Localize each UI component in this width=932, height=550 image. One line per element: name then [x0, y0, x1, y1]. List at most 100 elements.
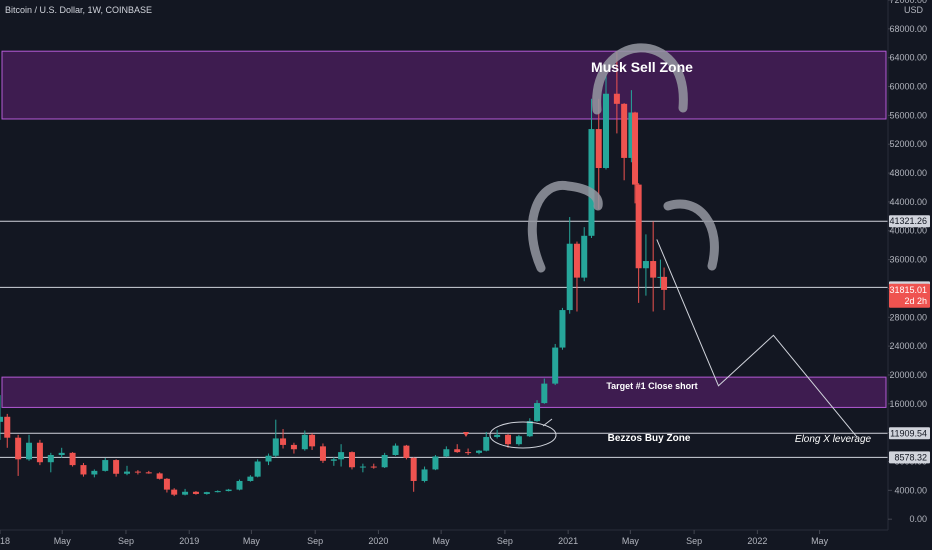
- candle-body-50: [505, 434, 512, 445]
- candle-body-4: [36, 442, 43, 463]
- candle-body-69: [650, 261, 657, 278]
- candle-body-30: [301, 434, 308, 450]
- x-tick-label-9: 2021: [558, 536, 578, 546]
- x-tick-label-10: May: [622, 536, 640, 546]
- level-tag-label-0: 41321.26: [889, 216, 927, 226]
- x-tick-label-2: Sep: [118, 536, 134, 546]
- candle-body-55: [552, 347, 559, 384]
- candle-body-22: [225, 489, 232, 492]
- x-tick-label-5: Sep: [307, 536, 323, 546]
- candle-body-43: [432, 456, 439, 470]
- candle-body-14: [145, 472, 152, 474]
- right-shoulder-arc-drawing: [663, 199, 719, 271]
- marker-triangle: [463, 432, 469, 437]
- x-tick-label-11: Sep: [686, 536, 702, 546]
- y-tick-label-6: 24000.00: [889, 341, 927, 351]
- candle-body-35: [348, 452, 355, 468]
- candle-body-58: [573, 243, 580, 278]
- candle-body-44: [443, 449, 450, 457]
- candle-body-1: [4, 416, 11, 438]
- candle-body-5: [47, 455, 54, 463]
- time-axis-panel[interactable]: [0, 530, 932, 550]
- candle-body-71: [661, 276, 668, 290]
- candle-body-47: [475, 450, 482, 453]
- candle-body-64: [621, 103, 628, 158]
- candle-body-40: [403, 445, 410, 458]
- y-tick-label-16: 64000.00: [889, 53, 927, 63]
- last-price-tag-label: 31815.01: [889, 285, 927, 295]
- candle-body-18: [182, 491, 189, 495]
- candle-body-3: [26, 442, 33, 460]
- level-tag-label-2: 11909.54: [890, 428, 927, 438]
- y-tick-label-18: 72000.00: [889, 0, 927, 5]
- candle-body-57: [566, 243, 573, 311]
- candle-body-20: [203, 492, 210, 494]
- candle-body-9: [91, 470, 98, 475]
- x-tick-label-7: May: [433, 536, 451, 546]
- x-tick-label-0: 2018: [0, 536, 10, 546]
- ellipse-tail: [542, 418, 553, 427]
- candle-body-26: [265, 455, 272, 462]
- zone-labels-layer: Musk Sell Zone Target #1 Close short Bezzo…: [591, 59, 871, 445]
- candle-body-33: [330, 459, 337, 461]
- candle-body-41: [410, 457, 417, 481]
- y-tick-label-12: 48000.00: [889, 168, 927, 178]
- candle-body-15: [156, 473, 163, 479]
- level-tag-bg-3: [889, 451, 930, 464]
- x-tick-label-4: May: [243, 536, 261, 546]
- candle-body-53: [534, 403, 541, 422]
- consolidation-ellipse: [489, 421, 557, 449]
- candle-body-66: [632, 112, 639, 185]
- candles-layer: [0, 51, 668, 497]
- candle-body-16: [163, 478, 170, 490]
- candle-body-7: [69, 452, 76, 466]
- left-shoulder-arc-drawing: [527, 180, 603, 273]
- candle-body-2: [15, 437, 22, 460]
- candle-body-38: [381, 455, 388, 468]
- candle-body-70: [657, 276, 664, 278]
- candle-body-25: [254, 461, 261, 477]
- candle-body-68: [642, 261, 649, 269]
- y-tick-label-9: 36000.00: [889, 255, 927, 265]
- drawings-layer: [463, 43, 858, 449]
- candle-body-60: [588, 129, 595, 236]
- candle-body-49: [494, 434, 501, 437]
- last-price-countdown: 2d 2h: [904, 296, 927, 306]
- candle-body-17: [171, 489, 178, 495]
- candle-body-31: [309, 434, 316, 447]
- candle-body-24: [247, 476, 254, 481]
- candle-body-67: [635, 184, 642, 269]
- zone-box-1: [1, 376, 887, 408]
- candle-body-52: [526, 421, 533, 437]
- x-tick-label-8: Sep: [497, 536, 513, 546]
- price-tags-layer: 41321.2632149.8111909.548578.3231815.012…: [889, 215, 930, 464]
- candle-body-56: [559, 310, 566, 348]
- levels-layer: [0, 220, 888, 458]
- candle-body-62: [602, 93, 609, 169]
- candle-body-61: [595, 129, 602, 169]
- price-axis-panel[interactable]: [888, 0, 932, 530]
- head-arc-drawing: [592, 43, 688, 115]
- candle-body-21: [214, 491, 221, 493]
- level-tag-bg-0: [889, 215, 930, 228]
- candle-body-46: [465, 452, 472, 454]
- candle-body-45: [454, 449, 461, 453]
- candle-body-6: [58, 452, 65, 456]
- musk-sell-zone-label: Musk Sell Zone: [591, 59, 693, 75]
- candle-body-27: [272, 438, 279, 456]
- candle-body-10: [102, 460, 109, 471]
- y-tick-label-4: 16000.00: [889, 399, 927, 409]
- y-tick-label-13: 52000.00: [889, 139, 927, 149]
- candle-body-32: [319, 446, 326, 461]
- currency-label: USD: [904, 5, 924, 15]
- y-tick-label-7: 28000.00: [889, 312, 927, 322]
- y-tick-label-0: 0.00: [909, 514, 927, 524]
- candle-body-19: [192, 491, 199, 494]
- level-tag-bg-2: [889, 427, 930, 440]
- elong-leverage-annotation: Elong X leverage: [795, 434, 872, 445]
- y-tick-label-5: 20000.00: [889, 370, 927, 380]
- candle-body-11: [113, 460, 120, 474]
- y-tick-label-17: 68000.00: [889, 24, 927, 34]
